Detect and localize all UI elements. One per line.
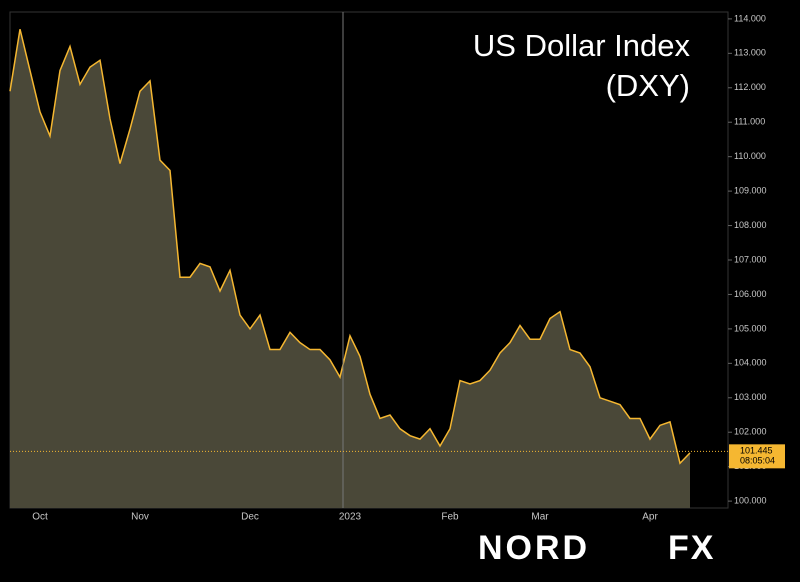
- y-tick-label: 112.000: [734, 82, 766, 92]
- x-tick-label: Dec: [241, 512, 259, 523]
- y-tick-label: 105.000: [734, 323, 767, 333]
- chart-title: US Dollar Index: [473, 28, 691, 63]
- y-tick-label: 113.000: [734, 48, 766, 58]
- last-price-box: [729, 444, 785, 469]
- x-tick-label: Feb: [441, 512, 459, 523]
- y-tick-label: 108.000: [734, 220, 767, 230]
- x-tick-label: 2023: [339, 512, 362, 523]
- x-tick-label: Oct: [32, 512, 48, 523]
- y-tick-label: 114.000: [734, 13, 766, 23]
- y-tick-label: 111.000: [734, 117, 765, 127]
- y-tick-label: 110.000: [734, 151, 766, 161]
- last-time-label: 08:05:04: [740, 456, 775, 466]
- y-tick-label: 104.000: [734, 358, 767, 368]
- y-tick-label: 103.000: [734, 392, 767, 402]
- y-tick-label: 107.000: [734, 254, 767, 264]
- y-tick-label: 102.000: [734, 427, 767, 437]
- logo: FX: [668, 529, 715, 567]
- y-tick-label: 100.000: [734, 495, 767, 505]
- y-tick-label: 106.000: [734, 289, 767, 299]
- line: [9, 29, 691, 465]
- last-price-label: 101.445: [740, 446, 773, 456]
- x-tick-label: Nov: [131, 512, 149, 523]
- x-tick-label: Mar: [531, 512, 549, 523]
- x-tick-label: Apr: [642, 512, 658, 523]
- logo: NORD: [478, 529, 590, 567]
- chart-title: (DXY): [606, 68, 690, 103]
- area: [10, 29, 690, 508]
- plot: [9, 29, 691, 508]
- y-tick-label: 109.000: [734, 185, 767, 195]
